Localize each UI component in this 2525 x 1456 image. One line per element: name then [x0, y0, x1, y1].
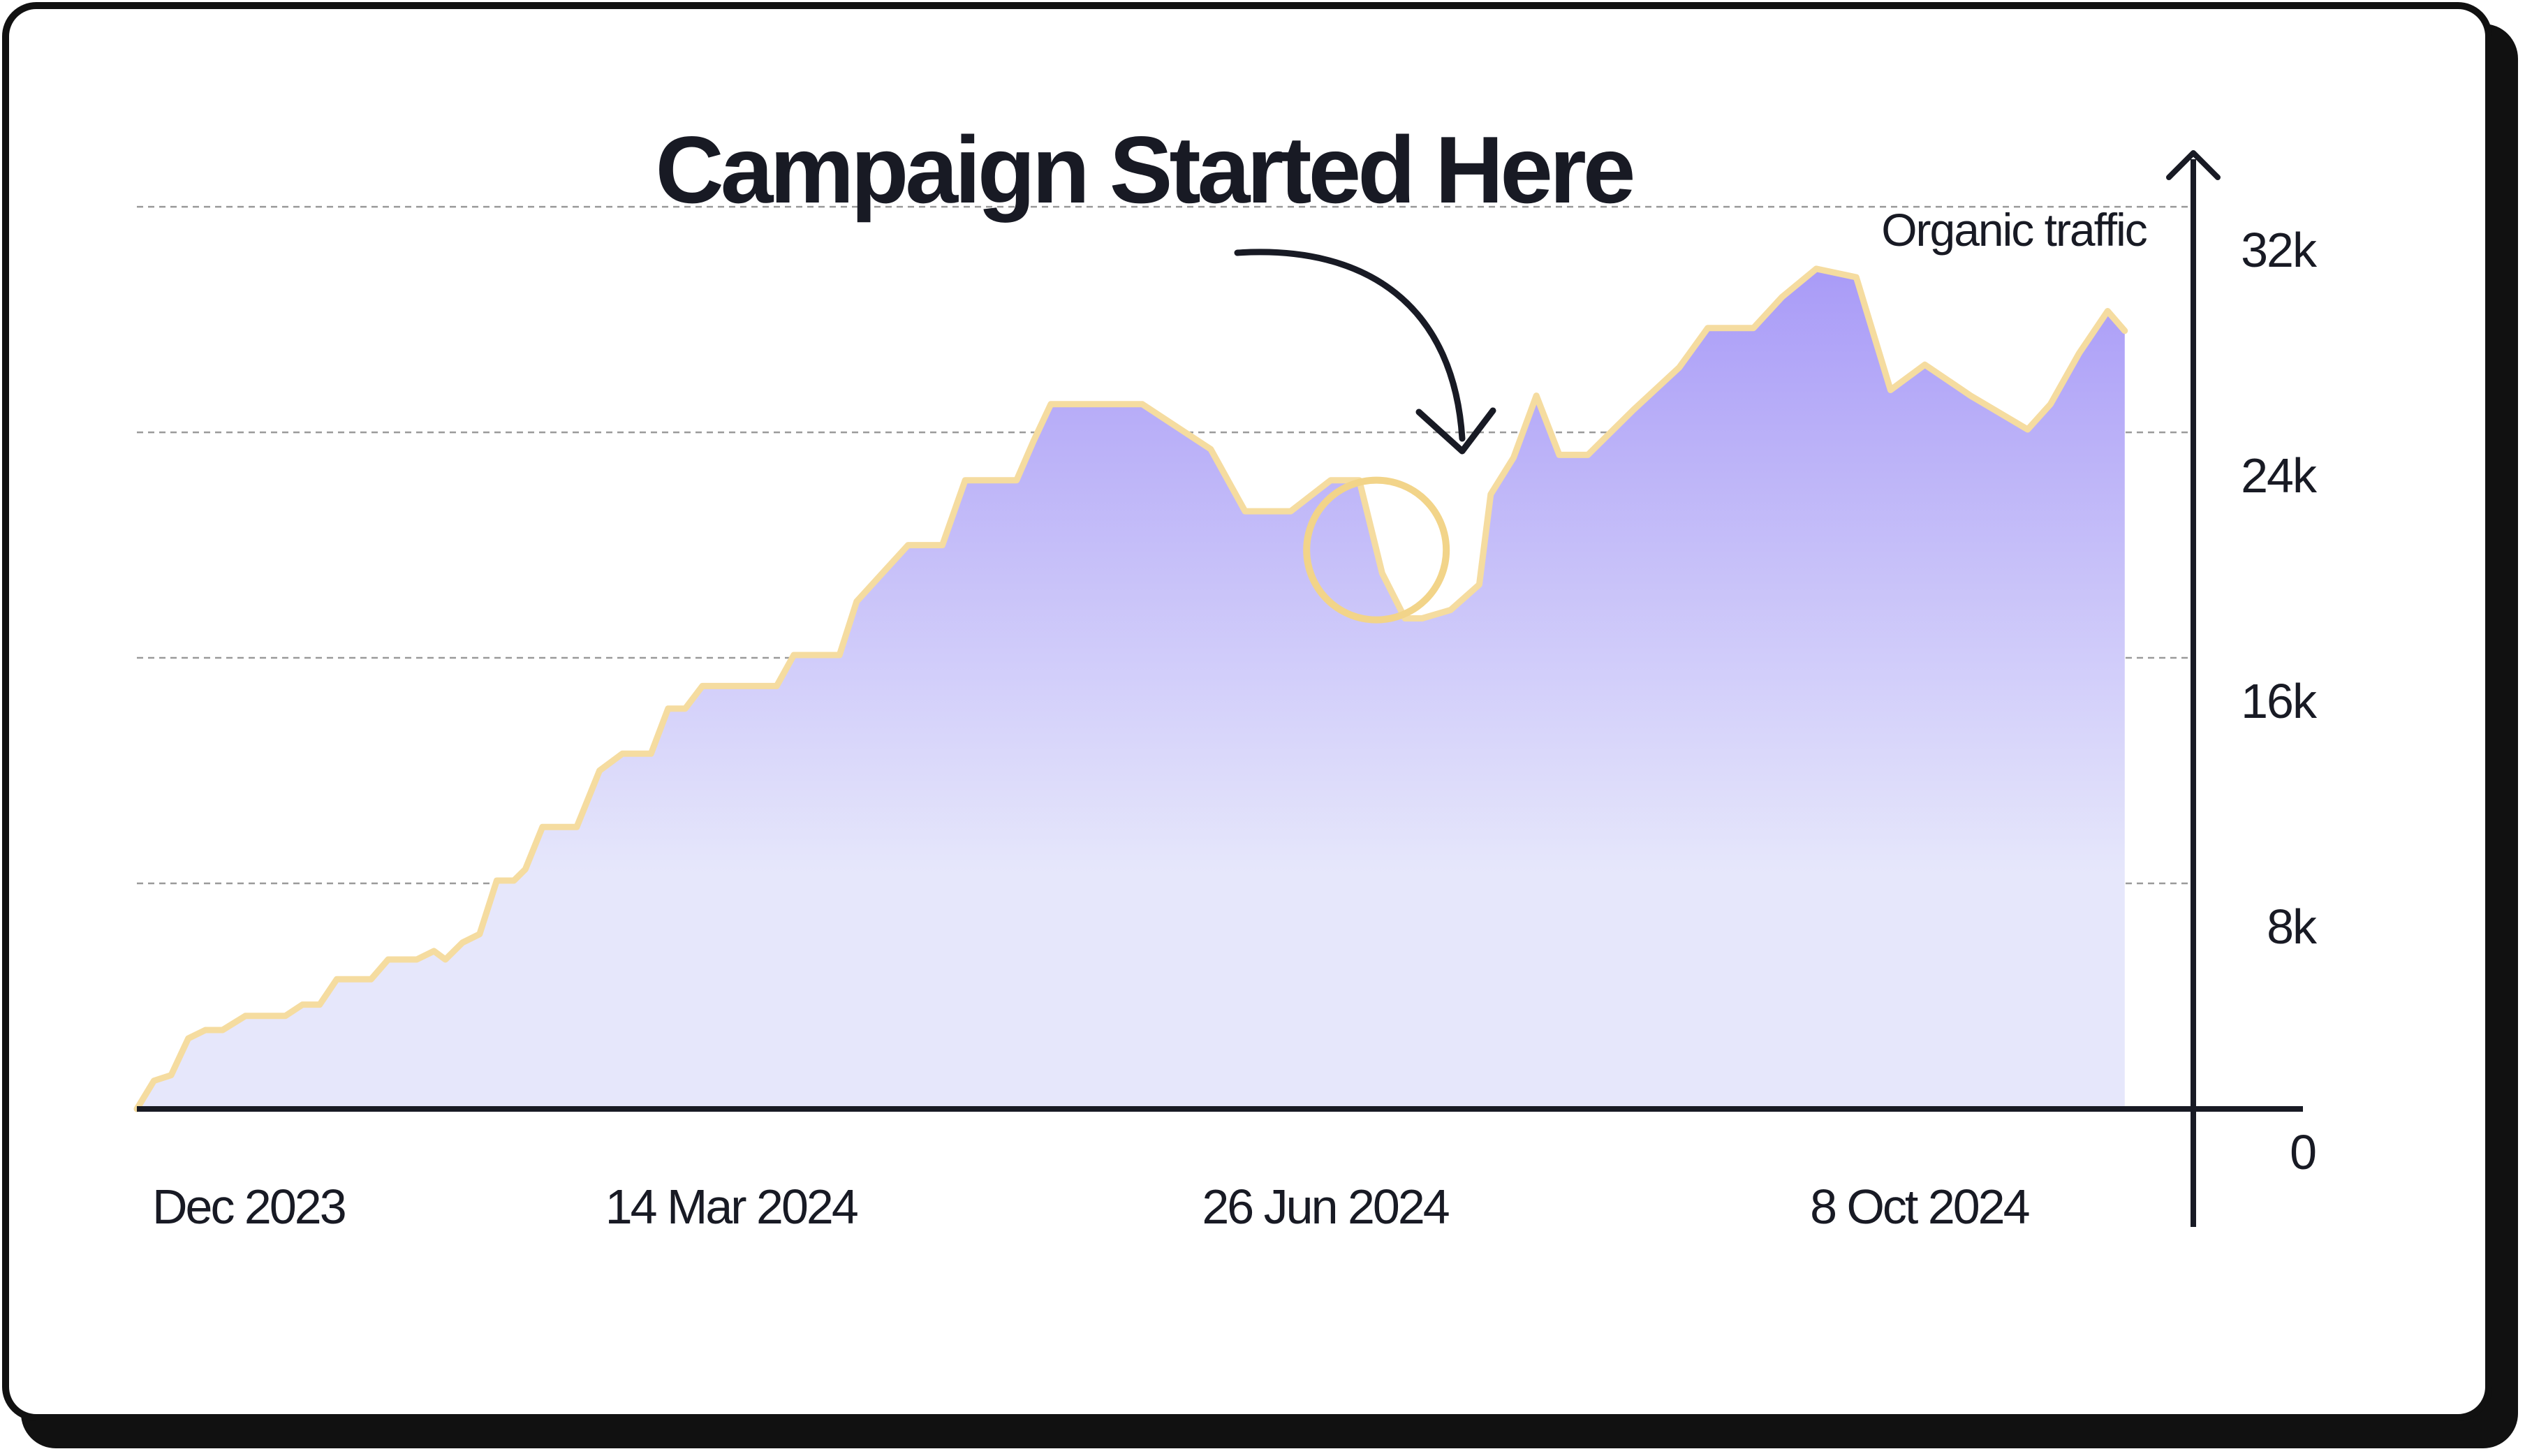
y-tick-label: 8k	[2267, 899, 2318, 954]
y-tick-label: 24k	[2241, 448, 2318, 503]
y-axis-arrowhead	[2166, 150, 2221, 180]
y-tick-label: 16k	[2241, 674, 2318, 728]
y-ticks: 0 8k 16k 24k 32k	[2241, 223, 2319, 1179]
annotation-title: Campaign Started Here	[656, 117, 1633, 223]
x-tick-label: 26 Jun 2024	[1202, 1179, 1448, 1234]
annotation-arrow	[1234, 249, 1466, 442]
x-tick-label: Dec 2023	[152, 1179, 345, 1234]
y-tick-label: 32k	[2241, 223, 2318, 277]
campaign-marker-layer	[1303, 476, 1450, 624]
y-tick-label: 0	[2290, 1125, 2316, 1179]
campaign-marker	[1303, 476, 1450, 624]
x-tick-label: 8 Oct 2024	[1810, 1179, 2029, 1234]
traffic-line	[133, 265, 2128, 1112]
annotation-arrowhead	[1415, 407, 1496, 455]
traffic-area	[137, 268, 2125, 1109]
x-ticks: Dec 2023 14 Mar 2024 26 Jun 2024 8 Oct 2024	[152, 1179, 2031, 1234]
x-tick-label: 14 Mar 2024	[605, 1179, 857, 1234]
area-layer	[133, 265, 2128, 1112]
y-axis-title: Organic traffic	[1881, 204, 2147, 256]
